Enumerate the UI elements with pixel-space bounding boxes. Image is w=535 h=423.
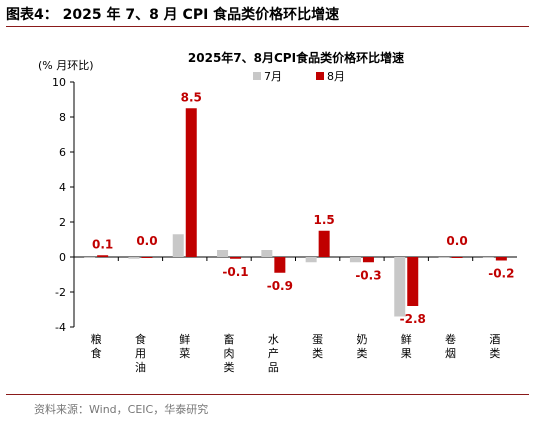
bar-aug-4 — [230, 257, 242, 259]
bar-jul-8 — [394, 257, 406, 317]
chart-title: 2025年7、8月CPI食品类价格环比增速 — [188, 50, 404, 65]
y-tick-label: -4 — [55, 321, 66, 334]
bar-aug-7 — [362, 257, 374, 263]
top-divider — [6, 26, 529, 27]
bar-jul-9 — [438, 257, 450, 258]
x-category-label-10: 酒类 — [489, 333, 500, 360]
y-axis-label: (% 月环比) — [38, 59, 94, 72]
x-category-label-9: 卷烟 — [445, 332, 456, 360]
bar-jul-3 — [172, 234, 184, 257]
legend-label-2: 8月 — [327, 70, 345, 83]
bar-aug-9 — [451, 257, 463, 258]
bar-aug-6 — [318, 230, 330, 257]
y-tick-label: 0 — [59, 251, 66, 264]
bar-aug-8 — [407, 257, 419, 306]
x-category-label-4: 畜肉类 — [224, 332, 235, 374]
legend-label-1: 7月 — [264, 70, 282, 83]
x-category-label-1: 粮食 — [91, 332, 102, 360]
y-tick-label: 8 — [59, 111, 66, 124]
data-label-aug-4: -0.1 — [222, 265, 248, 279]
data-label-aug-3: 8.5 — [181, 90, 202, 104]
bar-aug-10 — [495, 257, 507, 261]
legend-swatch-1 — [253, 72, 261, 80]
data-label-aug-5: -0.9 — [267, 279, 293, 293]
y-tick-label: 4 — [59, 181, 66, 194]
data-label-aug-9: 0.0 — [446, 234, 467, 248]
legend-swatch-2 — [316, 72, 324, 80]
source-note: 资料来源：Wind，CEIC，华泰研究 — [34, 403, 209, 416]
data-label-aug-10: -0.2 — [488, 267, 514, 281]
y-tick-label: 6 — [59, 146, 66, 159]
y-tick-label: 10 — [52, 76, 66, 89]
bar-jul-2 — [128, 257, 140, 259]
bar-aug-2 — [141, 257, 153, 258]
cpi-food-bar-chart: 2025年7、8月CPI食品类价格环比增速 7月 8月 (% 月环比) 10 8 6 4 2 0 -… — [38, 50, 517, 374]
data-label-aug-7: -0.3 — [355, 268, 381, 282]
bar-jul-6 — [305, 257, 317, 263]
data-label-aug-2: 0.0 — [136, 234, 157, 248]
bottom-divider — [6, 394, 529, 395]
x-category-label-3: 鲜菜 — [179, 332, 190, 360]
y-tick-label: 2 — [59, 216, 66, 229]
bar-aug-5 — [274, 257, 286, 273]
bar-jul-10 — [482, 257, 494, 258]
y-tick-label: -2 — [55, 286, 66, 299]
bar-jul-4 — [217, 250, 229, 257]
bar-aug-1 — [97, 255, 109, 257]
data-label-aug-6: 1.5 — [314, 213, 335, 227]
figure-heading: 图表4： 2025 年 7、8 月 CPI 食品类价格环比增速 — [6, 7, 340, 23]
x-category-label-6: 蛋类 — [312, 333, 323, 360]
bar-jul-1 — [84, 257, 96, 258]
data-label-aug-8: -2.8 — [400, 312, 426, 326]
data-label-aug-1: 0.1 — [92, 237, 113, 251]
bar-jul-7 — [349, 257, 361, 263]
bar-aug-3 — [185, 108, 197, 257]
bar-jul-5 — [261, 250, 273, 257]
x-category-label-8: 鲜果 — [401, 332, 412, 360]
x-category-label-7: 奶类 — [356, 332, 367, 360]
x-category-label-2: 食用油 — [135, 332, 146, 374]
x-category-label-5: 水产品 — [268, 333, 279, 374]
